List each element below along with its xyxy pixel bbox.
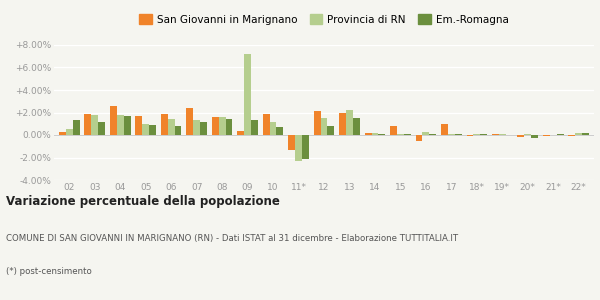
Bar [430,134,436,135]
Bar [543,135,550,136]
Bar [66,129,73,135]
Bar [499,134,506,135]
Bar [73,120,80,135]
Bar [365,133,371,135]
Bar [212,117,218,135]
Text: COMUNE DI SAN GIOVANNI IN MARIGNANO (RN) - Dati ISTAT al 31 dicembre - Elaborazi: COMUNE DI SAN GIOVANNI IN MARIGNANO (RN)… [6,234,458,243]
Bar [328,126,334,135]
Bar [226,119,232,135]
Text: Variazione percentuale della popolazione: Variazione percentuale della popolazione [6,195,280,208]
Bar [531,135,538,138]
Bar [302,135,309,159]
Bar [524,134,531,135]
Bar [448,134,455,135]
Legend: San Giovanni in Marignano, Provincia di RN, Em.-Romagna: San Giovanni in Marignano, Provincia di … [137,12,511,27]
Bar [251,120,258,135]
Bar [467,135,473,136]
Bar [161,114,168,135]
Bar [149,125,156,135]
Bar [98,122,105,135]
Bar [422,132,430,135]
Bar [263,114,269,135]
Bar [85,114,91,135]
Bar [480,134,487,135]
Bar [136,116,142,135]
Bar [59,132,66,135]
Bar [91,115,98,135]
Bar [288,135,295,150]
Bar [441,124,448,135]
Bar [110,106,117,135]
Bar [218,117,226,135]
Bar [492,134,499,135]
Bar [339,112,346,135]
Bar [517,135,524,137]
Bar [568,135,575,136]
Bar [473,134,480,135]
Bar [124,116,131,135]
Bar [142,124,149,135]
Bar [320,118,328,135]
Bar [175,126,181,135]
Bar [404,134,411,135]
Bar [187,108,193,135]
Bar [379,134,385,135]
Bar [244,54,251,135]
Bar [200,122,207,135]
Bar [582,133,589,135]
Bar [346,110,353,135]
Bar [455,134,461,135]
Bar [277,127,283,135]
Bar [168,119,175,135]
Bar [557,134,563,135]
Bar [371,133,379,135]
Bar [237,130,244,135]
Bar [353,118,360,135]
Text: (*) post-censimento: (*) post-censimento [6,267,92,276]
Bar [269,122,277,135]
Bar [193,120,200,135]
Bar [575,133,582,135]
Bar [397,134,404,135]
Bar [314,111,320,135]
Bar [416,135,422,141]
Bar [390,126,397,135]
Bar [117,115,124,135]
Bar [295,135,302,161]
